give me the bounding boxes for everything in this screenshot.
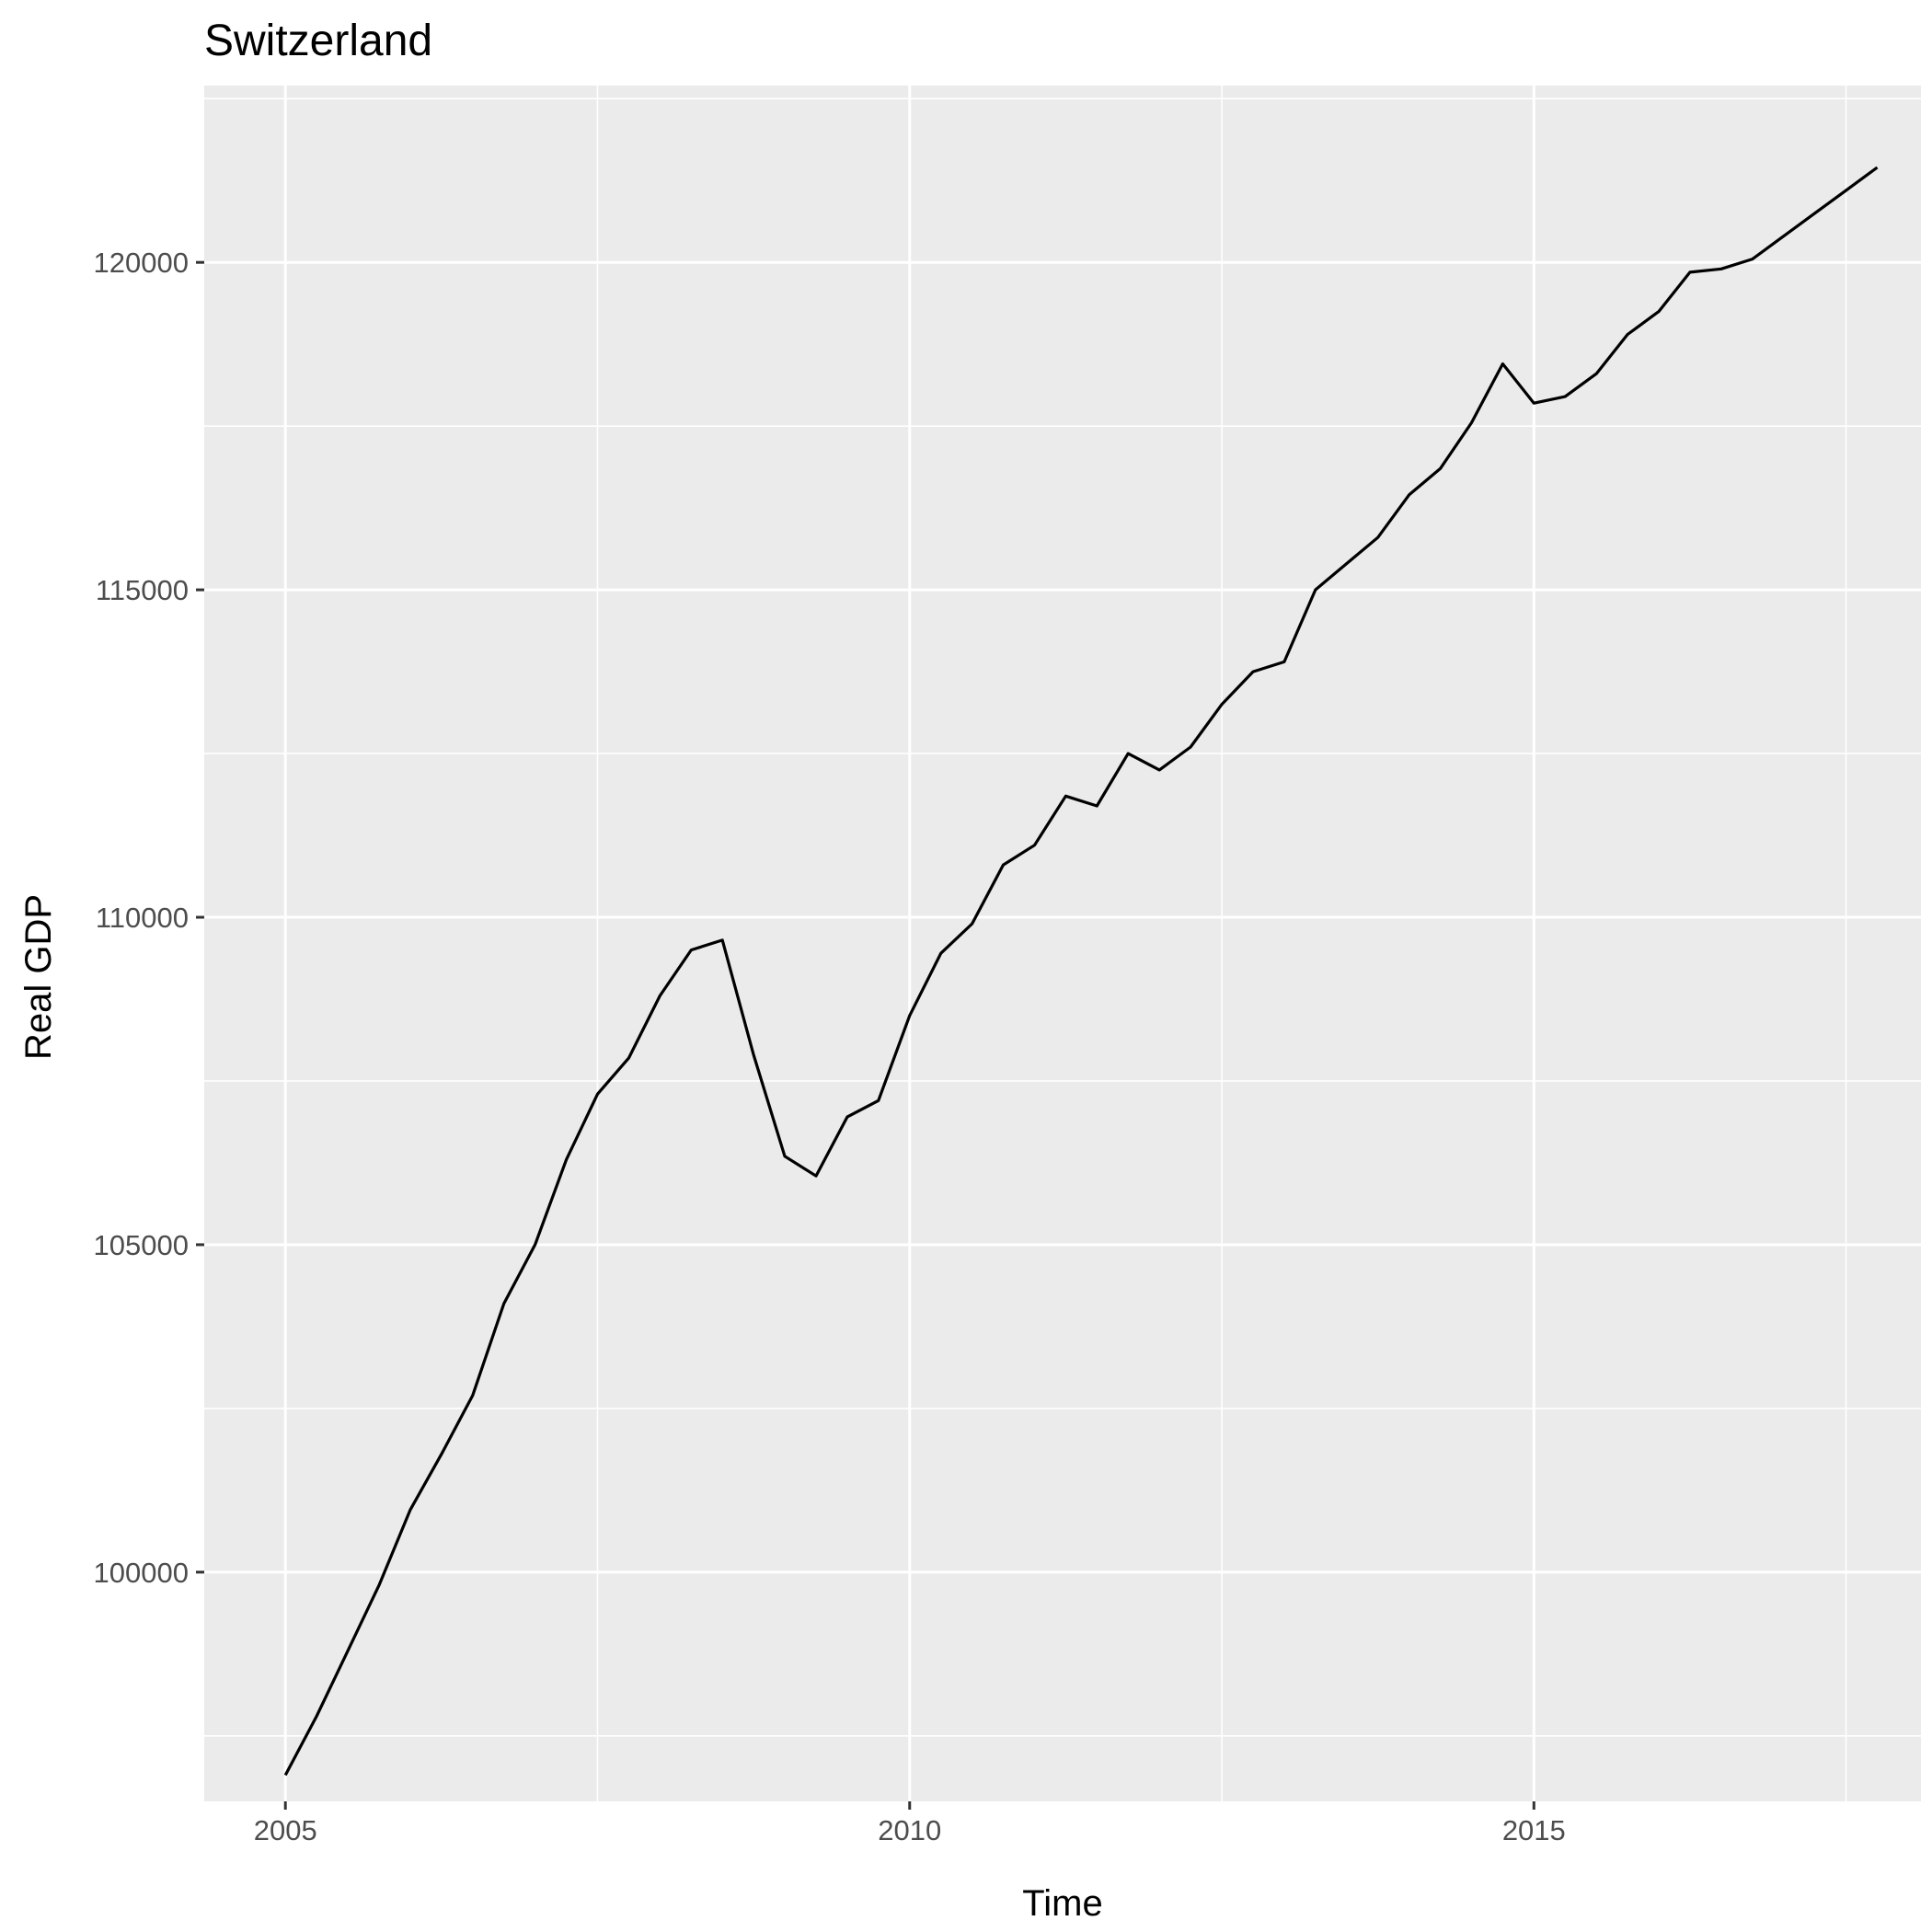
plot-panel <box>204 86 1921 1801</box>
x-axis-title: Time <box>1022 1883 1102 1924</box>
y-tick-label: 100000 <box>94 1557 189 1589</box>
series-line <box>283 166 1879 1777</box>
y-axis: 100000 105000 110000 115000 120000 <box>94 247 204 1589</box>
x-tick-label: 2005 <box>254 1814 317 1846</box>
minor-grid-lines <box>204 86 1921 1801</box>
y-tick-label: 105000 <box>94 1229 189 1261</box>
y-tick-label: 115000 <box>96 574 189 606</box>
x-tick-label: 2015 <box>1502 1814 1566 1846</box>
x-axis: 2005 2010 2015 <box>254 1801 1566 1846</box>
y-tick-label: 110000 <box>96 902 189 934</box>
x-tick-label: 2010 <box>878 1814 941 1846</box>
major-grid-lines <box>204 86 1921 1801</box>
series-layer <box>283 166 1879 1777</box>
chart-title: Switzerland <box>204 17 432 65</box>
y-tick-label: 120000 <box>94 247 189 279</box>
y-axis-title: Real GDP <box>18 894 59 1060</box>
